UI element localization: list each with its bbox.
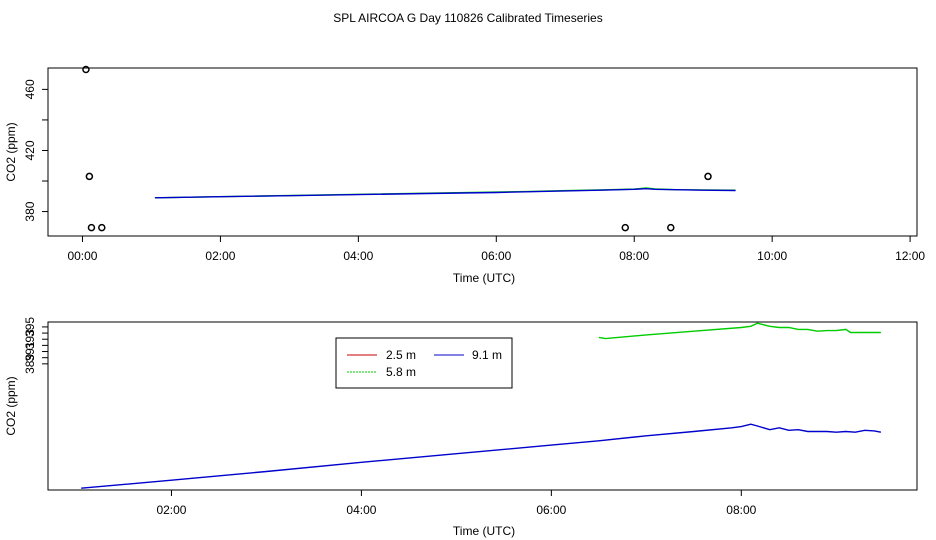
top-x-tick-label: 04:00	[343, 249, 373, 263]
top-x-tick-label: 12:00	[895, 249, 925, 263]
bottom-y-tick-label: 393	[23, 329, 37, 349]
top-points	[82, 65, 712, 232]
legend-box	[335, 337, 513, 389]
bottom-x-tick-label: 08:00	[726, 503, 756, 517]
calibration-point	[87, 223, 96, 232]
bottom-series	[81, 322, 882, 489]
calibration-point	[98, 223, 106, 232]
top-axes: 00:00 02:00 04:00 06:00 08:00 10:00 12:00 380 42…	[23, 79, 925, 263]
bottom-series-9-1-m	[81, 423, 882, 489]
bottom-x-tick-label: 06:00	[536, 503, 566, 517]
calibration-point	[85, 172, 94, 181]
calibration-point	[704, 172, 712, 181]
calibration-point	[621, 223, 630, 232]
top-y-tick-label: 460	[23, 79, 37, 99]
top-y-axis-label: CO2 (ppm)	[4, 122, 18, 181]
bottom-y-tick-label: 391	[23, 341, 37, 361]
top-x-tick-label: 10:00	[757, 249, 787, 263]
top-x-tick-label: 06:00	[481, 249, 511, 263]
bottom-x-tick-label: 04:00	[346, 503, 376, 517]
bottom-x-axis-label: Time (UTC)	[453, 524, 515, 538]
bottom-y-tick-label: 389	[23, 354, 37, 374]
top-plot-frame	[47, 67, 918, 237]
bottom-plot-frame	[47, 321, 918, 491]
figure-title: SPL AIRCOA G Day 110826 Calibrated Times…	[333, 11, 602, 25]
top-x-tick-label: 00:00	[67, 249, 97, 263]
bottom-x-tick-label: 02:00	[156, 503, 186, 517]
legend-label-5-8m: 5.8 m	[386, 365, 416, 379]
legend-label-2-5m: 2.5 m	[386, 348, 416, 362]
top-x-axis-label: Time (UTC)	[453, 271, 515, 285]
bottom-series-5-8-m	[598, 322, 881, 340]
legend-label-9-1m: 9.1 m	[472, 348, 502, 362]
top-y-tick-label: 380	[23, 201, 37, 221]
bottom-y-tick-label: 395	[23, 317, 37, 337]
calibration-point	[667, 223, 675, 232]
top-x-tick-label: 08:00	[619, 249, 649, 263]
top-y-tick-label: 420	[23, 140, 37, 160]
top-x-tick-label: 02:00	[205, 249, 235, 263]
calibration-point	[82, 65, 90, 74]
top-panel: 00:00 02:00 04:00 06:00 08:00 10:00 12:00 380 42…	[4, 65, 925, 285]
bottom-y-axis-label: CO2 (ppm)	[4, 376, 18, 435]
legend: 2.5 m 5.8 m 9.1 m	[335, 337, 513, 389]
top-series	[154, 187, 736, 199]
top-series-9-1-m	[154, 187, 736, 199]
